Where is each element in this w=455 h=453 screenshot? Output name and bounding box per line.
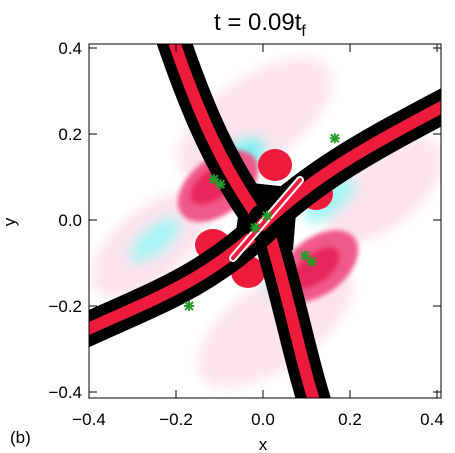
panel-label: (b) (10, 428, 31, 447)
x-tick-label: 0.4 (420, 410, 444, 429)
pink-lobe-lower-right-core (292, 247, 340, 289)
y-tick-label: 0.4 (58, 39, 82, 58)
marker-star (184, 301, 195, 311)
chart-title: t = 0.09tf (214, 9, 306, 40)
marker-star (300, 250, 311, 261)
x-tick-label: −0.2 (159, 410, 193, 429)
cyan-lobe-2 (128, 216, 182, 264)
chart-title-subscript: f (301, 23, 306, 40)
marker-star (261, 210, 272, 221)
y-axis-label: y (0, 217, 19, 226)
sheet-right-red (256, 100, 441, 231)
y-ticks: 0.4 0.2 0.0 −0.2 −0.4 (48, 39, 441, 402)
plot-area (89, 44, 441, 398)
chart-title-main: t = 0.09t (214, 9, 302, 36)
y-tick-label: −0.2 (48, 297, 82, 316)
marker-star (329, 133, 340, 144)
x-axis-label: x (259, 435, 268, 453)
marker-layer (184, 133, 340, 311)
x-tick-label: 0.2 (338, 410, 362, 429)
y-tick-label: −0.4 (48, 383, 82, 402)
x-tick-label: 0.0 (251, 410, 275, 429)
marker-star (215, 179, 226, 190)
y-tick-label: 0.0 (58, 211, 82, 230)
faint-pink-lobe-right (326, 137, 441, 243)
plot-frame (88, 43, 442, 399)
sheet-upper-left-red (168, 44, 266, 226)
y-tick-label: 0.2 (58, 125, 82, 144)
marker-star (250, 222, 261, 233)
x-tick-label: −0.4 (72, 410, 106, 429)
marker-star (306, 256, 317, 267)
x-ticks: −0.4 −0.2 0.0 0.2 0.4 (72, 44, 444, 429)
red-blob-top (258, 149, 292, 181)
